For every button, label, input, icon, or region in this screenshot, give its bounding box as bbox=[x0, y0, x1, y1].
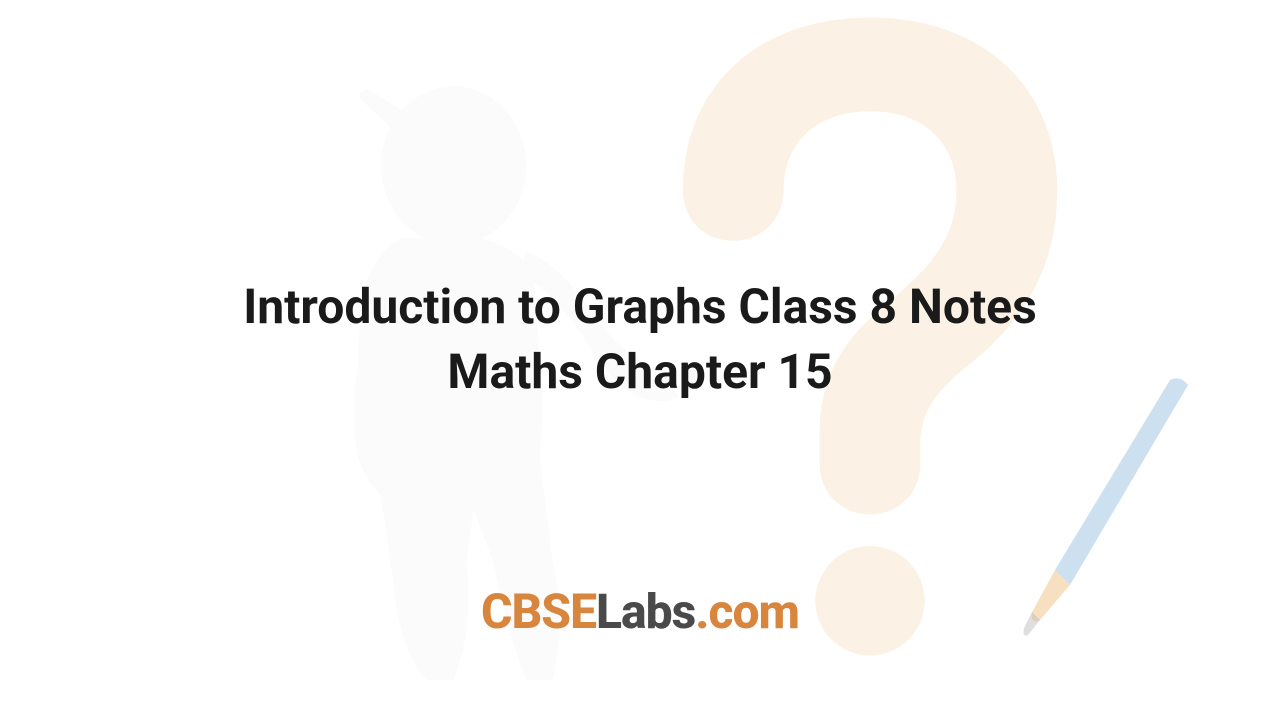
site-watermark: CBSELabs.com bbox=[481, 583, 799, 640]
site-prefix: CBSE bbox=[481, 583, 596, 640]
site-suffix: .com bbox=[695, 583, 799, 640]
site-mid: Labs bbox=[596, 583, 695, 640]
main-content: Introduction to Graphs Class 8 Notes Mat… bbox=[0, 0, 1280, 720]
page-title: Introduction to Graphs Class 8 Notes Mat… bbox=[190, 275, 1090, 405]
